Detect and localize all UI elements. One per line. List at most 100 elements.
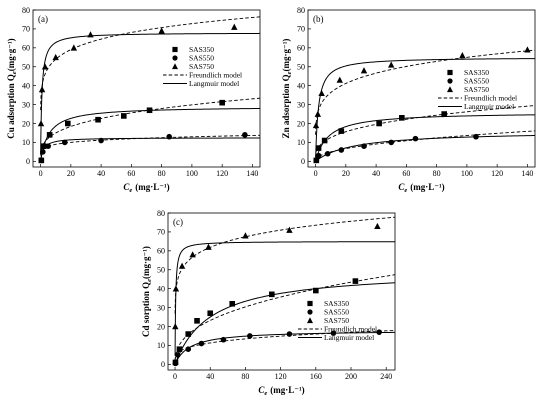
legend-label: SAS750 bbox=[189, 62, 214, 71]
data-point-sas550 bbox=[412, 135, 419, 142]
panel-label: (c) bbox=[173, 217, 183, 227]
x-tick-label: 120 bbox=[275, 372, 287, 381]
legend-label: Langmuir model bbox=[189, 79, 239, 88]
data-point-sas550 bbox=[166, 133, 172, 140]
data-point-sas350 bbox=[315, 145, 322, 151]
legend-label: Freundlich model bbox=[189, 71, 242, 80]
legend-label: Freundlich model bbox=[464, 94, 517, 103]
y-tick-label: 40 bbox=[297, 81, 305, 90]
plot-frame bbox=[307, 9, 536, 168]
panel-label: (a) bbox=[38, 14, 48, 24]
y-tick-label: 0 bbox=[301, 157, 305, 166]
legend-marker-sas550 bbox=[172, 55, 178, 61]
langmuir-curve-sas750 bbox=[174, 241, 395, 356]
x-axis-symbol: C bbox=[258, 385, 265, 395]
x-tick-label: 100 bbox=[186, 169, 198, 178]
data-point-sas550 bbox=[361, 143, 367, 149]
data-point-sas750 bbox=[314, 110, 322, 117]
data-point-sas550 bbox=[198, 340, 205, 347]
legend-label: SAS550 bbox=[324, 308, 349, 317]
legend-marker-sas550 bbox=[307, 309, 313, 315]
y-tick-label: 30 bbox=[22, 100, 30, 109]
y-axis-unit: (mg·g⁻¹) bbox=[6, 38, 16, 71]
y-tick-label: 50 bbox=[22, 63, 30, 72]
data-point-sas750 bbox=[87, 31, 94, 38]
freundlich-curve-sas750 bbox=[315, 49, 535, 135]
legend-marker-sas350 bbox=[172, 46, 178, 53]
data-point-sas350 bbox=[441, 111, 447, 117]
data-point-sas350 bbox=[95, 116, 101, 123]
data-point-sas750 bbox=[524, 46, 531, 53]
freundlich-curve-sas550 bbox=[40, 134, 260, 155]
x-tick-label: 80 bbox=[241, 372, 249, 381]
data-point-sas350 bbox=[376, 120, 382, 127]
x-tick-label: 120 bbox=[491, 169, 503, 178]
y-axis-text: Cu adsorption Q bbox=[6, 74, 16, 139]
x-tick-label: 160 bbox=[310, 372, 322, 381]
legend-label: SAS350 bbox=[189, 45, 214, 54]
y-axis-label: Zn adsorption Qe(mg·g⁻¹) bbox=[281, 39, 293, 139]
data-point-sas350 bbox=[219, 99, 225, 106]
data-point-sas750 bbox=[336, 76, 343, 83]
langmuir-curve-sas750 bbox=[40, 32, 260, 155]
x-axis-unit: (mg·L⁻¹) bbox=[410, 182, 444, 192]
x-tick-label: 20 bbox=[342, 169, 350, 178]
y-tick-label: 60 bbox=[297, 44, 305, 53]
x-axis-subscript: e bbox=[264, 390, 267, 397]
chart-panel-1: 0 20 40 60 80 100 120 140 0 10 20 30 40 50 60 70 80 (a) Ce… bbox=[6, 6, 261, 194]
x-axis-subscript: e bbox=[404, 187, 407, 194]
data-point-sas750 bbox=[231, 23, 238, 30]
data-point-sas350 bbox=[65, 120, 71, 127]
y-tick-label: 20 bbox=[157, 322, 165, 331]
x-tick-label: 0 bbox=[173, 372, 177, 381]
y-axis-text: Cd sorption Q bbox=[141, 282, 151, 337]
freundlich-curve-sas350 bbox=[315, 105, 535, 158]
x-tick-label: 40 bbox=[372, 169, 380, 178]
data-point-sas550 bbox=[242, 132, 248, 138]
freundlich-curve-sas350 bbox=[174, 274, 395, 362]
legend-marker-sas750 bbox=[172, 63, 178, 70]
data-point-sas350 bbox=[313, 287, 319, 294]
panel-label: (b) bbox=[313, 14, 324, 24]
x-axis-label: Ce (mg·L⁻¹) bbox=[398, 182, 444, 194]
data-point-sas550 bbox=[98, 137, 104, 144]
chart-panel-3: 0 40 80 120 160 200 24001020304050607080(c)Ce(… bbox=[141, 209, 396, 397]
y-tick-label: 80 bbox=[297, 6, 305, 15]
legend-label: Langmuir model bbox=[324, 333, 374, 342]
data-point-sas350 bbox=[399, 115, 405, 121]
data-point-sas550 bbox=[172, 360, 179, 367]
data-point-sas550 bbox=[338, 147, 345, 153]
data-point-sas750 bbox=[37, 120, 45, 127]
y-tick-label: 40 bbox=[22, 81, 30, 90]
freundlich-curve-sas750 bbox=[174, 216, 395, 314]
data-point-sas750 bbox=[41, 63, 49, 70]
data-point-sas550 bbox=[185, 346, 192, 352]
x-tick-label: 0 bbox=[39, 169, 43, 178]
data-point-sas350 bbox=[207, 310, 214, 317]
y-axis-unit: (mg·g⁻¹) bbox=[141, 246, 151, 279]
data-point-sas350 bbox=[338, 128, 345, 134]
data-point-sas750 bbox=[374, 222, 381, 230]
x-axis-label: Ce (mg·L⁻¹) bbox=[123, 182, 169, 194]
data-point-sas750 bbox=[205, 243, 212, 250]
data-point-sas350 bbox=[185, 331, 192, 337]
y-axis-text: Zn adsorption Q bbox=[281, 74, 291, 138]
data-point-sas750 bbox=[52, 53, 59, 61]
x-tick-label: 140 bbox=[521, 169, 533, 178]
legend-marker-sas750 bbox=[307, 317, 313, 324]
x-tick-label: 40 bbox=[206, 372, 214, 381]
plot-frame bbox=[167, 212, 396, 371]
legend-marker-sas750 bbox=[447, 86, 453, 93]
x-tick-label: 60 bbox=[402, 169, 410, 178]
langmuir-curve-sas750 bbox=[315, 58, 535, 159]
y-tick-label: 0 bbox=[26, 157, 30, 166]
x-axis-symbol: C bbox=[398, 182, 405, 192]
data-point-sas750 bbox=[388, 61, 395, 68]
legend-label: Freundlich model bbox=[324, 325, 377, 334]
y-axis-subscript: e bbox=[146, 279, 153, 282]
x-axis-unit: (mg·L⁻¹) bbox=[135, 182, 169, 192]
langmuir-curve-sas550 bbox=[40, 137, 260, 161]
legend-label: SAS350 bbox=[464, 68, 489, 77]
y-tick-label: 60 bbox=[157, 247, 165, 256]
